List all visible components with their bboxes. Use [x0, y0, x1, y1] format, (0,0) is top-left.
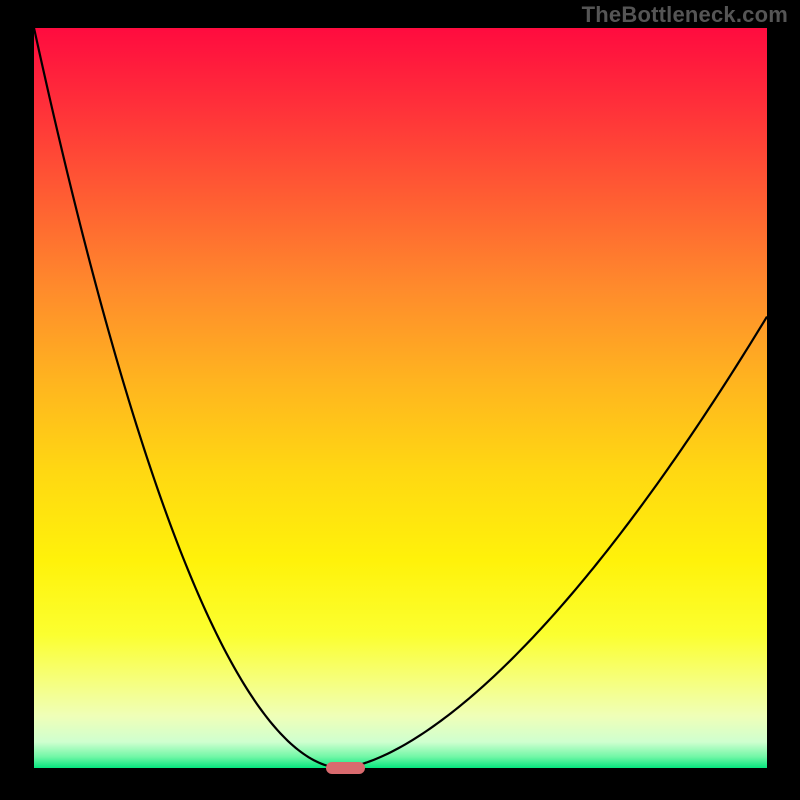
minimum-marker	[326, 762, 364, 773]
plot-area	[34, 28, 767, 768]
chart-container: { "canvas": { "width": 800, "height": 80…	[0, 0, 800, 800]
watermark-text: TheBottleneck.com	[582, 2, 788, 28]
plot-svg	[34, 28, 767, 768]
gradient-background	[34, 28, 767, 768]
